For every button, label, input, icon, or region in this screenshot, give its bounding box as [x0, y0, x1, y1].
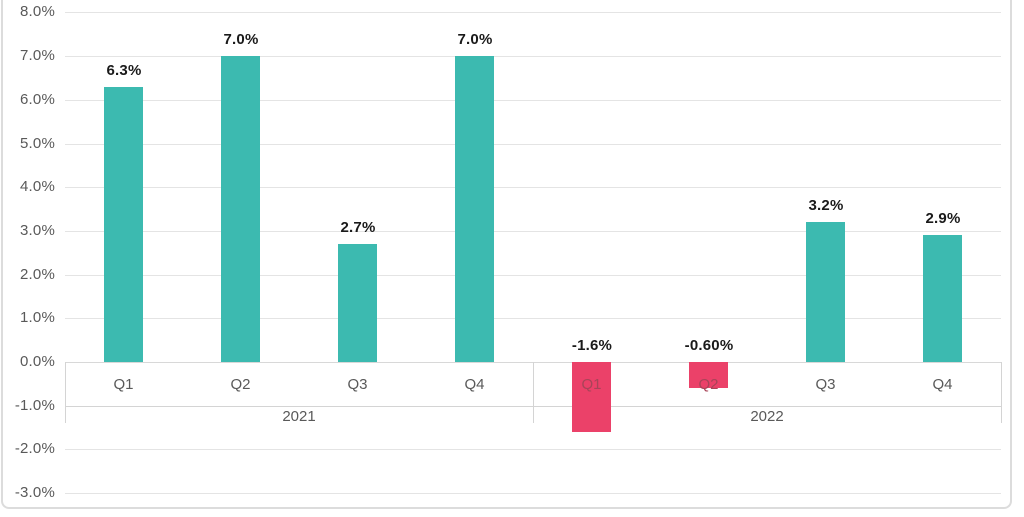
- category-group-border: [1001, 362, 1002, 423]
- y-axis-tick-label: 2.0%: [20, 266, 55, 283]
- bar-data-label: 7.0%: [457, 31, 493, 48]
- gridline: [65, 318, 1001, 319]
- bar: [221, 56, 260, 362]
- bar-data-label: 3.2%: [808, 197, 844, 214]
- category-label: Q4: [464, 375, 485, 393]
- y-axis-tick-label: 1.0%: [20, 309, 55, 326]
- category-label: Q3: [815, 375, 836, 393]
- gridline: [65, 275, 1001, 276]
- bar: [923, 235, 962, 362]
- y-axis-tick-label: -2.0%: [14, 440, 55, 457]
- bar: [806, 222, 845, 362]
- y-axis-tick-label: 5.0%: [20, 135, 55, 152]
- bar-data-label: -1.6%: [571, 337, 613, 354]
- y-axis-tick-label: 6.0%: [20, 91, 55, 108]
- category-group-border: [533, 362, 534, 423]
- gridline: [65, 231, 1001, 232]
- y-axis-tick-label: 7.0%: [20, 47, 55, 64]
- bar: [338, 244, 377, 362]
- gridline: [65, 144, 1001, 145]
- bar-data-label: 7.0%: [223, 31, 259, 48]
- category-label: Q4: [932, 375, 953, 393]
- category-label: Q2: [698, 375, 719, 393]
- category-label: Q3: [347, 375, 368, 393]
- gridline: [65, 12, 1001, 13]
- bar-data-label: 6.3%: [106, 62, 142, 79]
- bar-data-label: 2.7%: [340, 219, 376, 236]
- bar: [104, 87, 143, 362]
- category-label: Q1: [113, 375, 134, 393]
- group-label: 2021: [282, 408, 316, 425]
- chart-frame: [1, 0, 1012, 509]
- bar: [572, 362, 611, 432]
- category-label: Q2: [230, 375, 251, 393]
- bar: [455, 56, 494, 362]
- gridline: [65, 493, 1001, 494]
- category-label: Q1: [581, 375, 602, 393]
- group-label: 2022: [750, 408, 784, 425]
- gridline: [65, 100, 1001, 101]
- y-axis-tick-label: 0.0%: [20, 353, 55, 370]
- y-axis-tick-label: -1.0%: [14, 397, 55, 414]
- y-axis-tick-label: 3.0%: [20, 222, 55, 239]
- bar-data-label: 2.9%: [925, 210, 961, 227]
- category-group-border: [65, 362, 66, 423]
- gridline: [65, 56, 1001, 57]
- gridline: [65, 449, 1001, 450]
- bar: [689, 362, 728, 388]
- y-axis-tick-label: 4.0%: [20, 178, 55, 195]
- bar-data-label: -0.60%: [684, 337, 734, 354]
- gridline: [65, 187, 1001, 188]
- y-axis-tick-label: -3.0%: [14, 484, 55, 501]
- y-axis-tick-label: 8.0%: [20, 3, 55, 20]
